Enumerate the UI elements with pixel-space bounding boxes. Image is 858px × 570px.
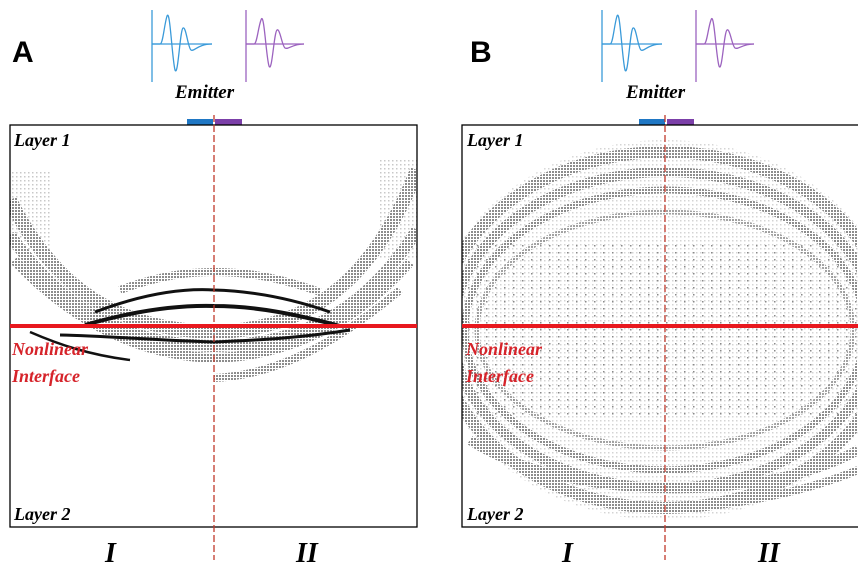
- interface-label-line1: Nonlinear: [465, 339, 543, 359]
- emitter-label: Emitter: [174, 82, 235, 103]
- layer-2-label: Layer 2: [13, 504, 70, 524]
- emitter-purple-element: [215, 119, 242, 125]
- layer-1-label: Layer 1: [13, 130, 70, 150]
- ricker-wavelet-icon: [151, 10, 213, 82]
- ricker-wavelet-icon: [245, 10, 305, 82]
- ricker-wavelet-icon: [601, 10, 663, 82]
- wavefront-field: [462, 140, 858, 520]
- region-ii-label: II: [295, 538, 319, 569]
- emitter-blue-element: [187, 119, 213, 125]
- panel-letter-a: A: [12, 36, 34, 69]
- interface-label-line2: Interface: [11, 366, 80, 386]
- panel-b: B Emitter Layer 1 Layer 2: [461, 10, 858, 569]
- region-i-label: I: [561, 538, 574, 569]
- region-i-label: I: [104, 538, 117, 569]
- panel-letter-b: B: [470, 36, 492, 69]
- layer-2-label: Layer 2: [466, 504, 523, 524]
- emitter-purple-element: [667, 119, 694, 125]
- ricker-wavelet-icon: [695, 10, 755, 82]
- interface-label-line2: Interface: [465, 366, 534, 386]
- emitter-label: Emitter: [625, 82, 686, 103]
- interface-label-line1: Nonlinear: [11, 339, 89, 359]
- layer-1-label: Layer 1: [466, 130, 523, 150]
- emitter-blue-element: [639, 119, 665, 125]
- region-ii-label: II: [757, 538, 781, 569]
- panel-a: A Emitter: [9, 10, 418, 569]
